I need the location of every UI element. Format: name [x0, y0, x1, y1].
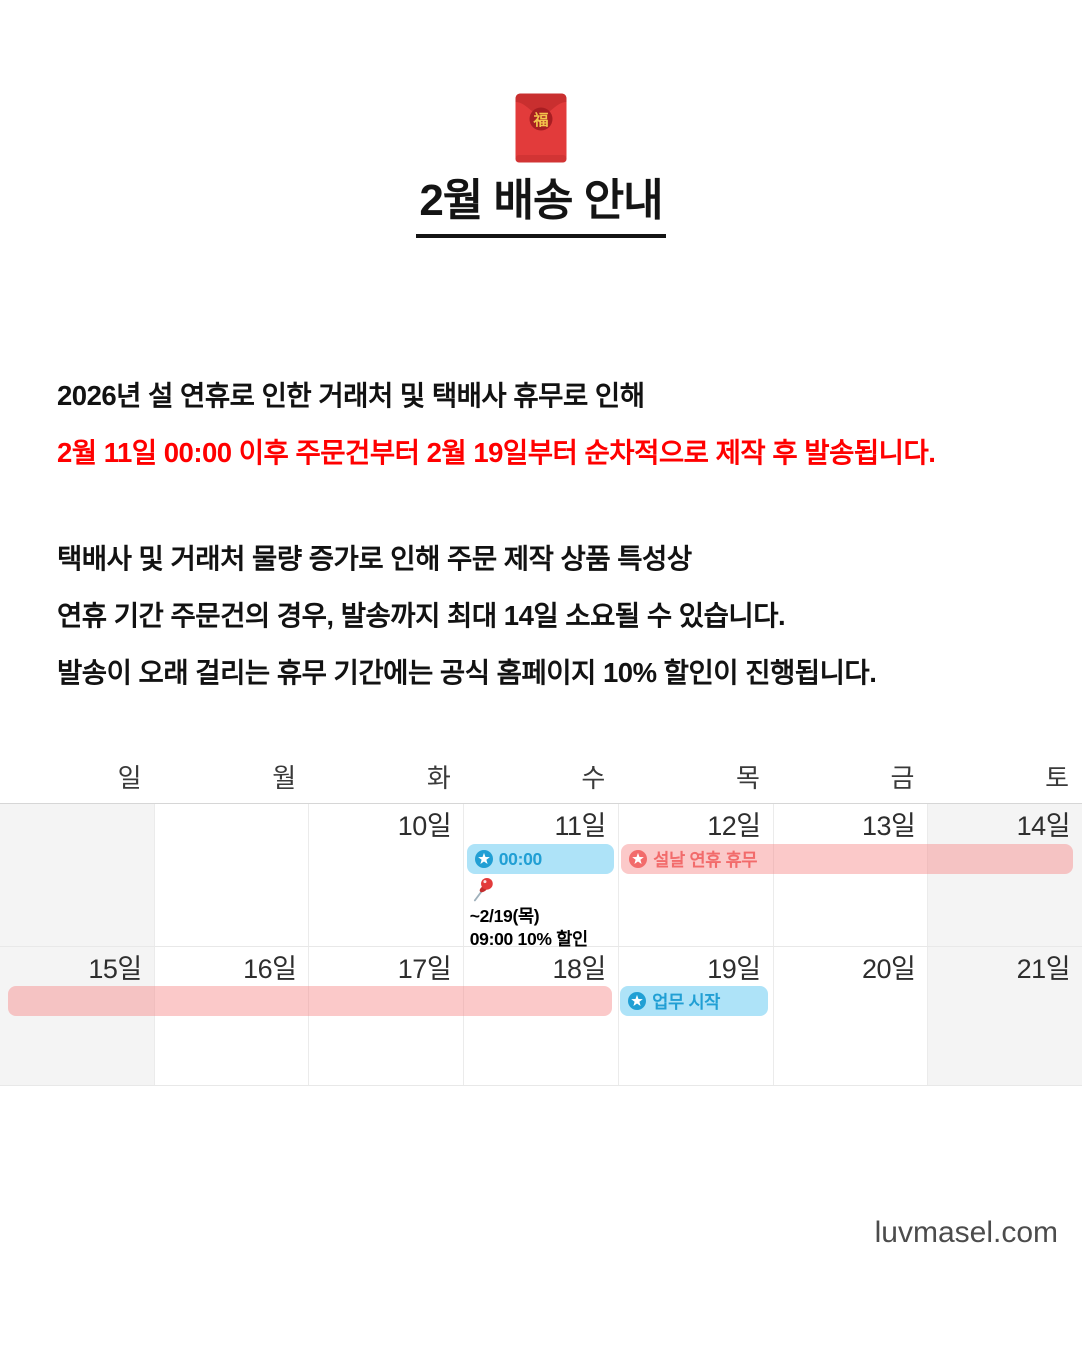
february-calendar: 일 월 화 수 목 금 토 10일 11일 12일 13일 14일	[0, 757, 1082, 1086]
day-cell-19: 19일	[617, 947, 773, 1085]
weekday-thu: 목	[735, 763, 760, 793]
event-holiday-band: 설날 연휴 휴무	[621, 844, 1073, 874]
circled-star-icon	[474, 850, 493, 868]
day-cell-17: 17일	[308, 947, 463, 1085]
red-envelope-icon: 福	[515, 93, 567, 168]
calendar-week-1: 10일 11일 12일 13일 14일 00:00	[0, 804, 1082, 950]
event-work-start-label: 업무 시작	[652, 991, 721, 1012]
event-work-start: 업무 시작	[620, 986, 768, 1016]
svg-text:福: 福	[532, 111, 548, 129]
day-cell-18: 18일	[463, 947, 618, 1085]
notice-paragraph-1: 2026년 설 연휴로 인한 거래처 및 택배사 휴무로 인해 2월 11일 0…	[57, 367, 1046, 481]
pin-note-line-1: ~2/19(목)	[469, 906, 540, 926]
day-cell-13: 13일	[772, 804, 928, 946]
day-number: 21일	[1016, 954, 1071, 984]
page-title: 2월 배송 안내	[416, 176, 666, 238]
day-number: 14일	[1016, 811, 1071, 841]
day-number: 12일	[707, 811, 761, 841]
day-number: 17일	[397, 954, 452, 984]
day-cell-16: 16일	[153, 947, 309, 1085]
notice-intro-line: 2026년 설 연휴로 인한 거래처 및 택배사 휴무로 인해	[57, 380, 645, 411]
website-url: luvmasel.com	[874, 1216, 1058, 1249]
event-holiday-label: 설날 연휴 휴무	[653, 849, 758, 870]
notice-detail-line: 연휴 기간 주문건의 경우, 발송까지 최대 14일 소요될 수 있습니다.	[57, 600, 786, 631]
pin-note-line-2: 09:00 10% 할인	[469, 928, 588, 949]
day-number: 20일	[861, 954, 916, 984]
calendar-week-2: 15일 16일 17일 18일 19일 20일 21일	[0, 947, 1082, 1086]
day-cell-21: 21일	[927, 947, 1082, 1085]
pinned-discount-note: ~2/19(목) 09:00 10% 할인	[470, 876, 588, 950]
day-cell-mon-empty	[153, 804, 309, 946]
day-number: 18일	[552, 954, 607, 984]
weekday-mon: 월	[272, 763, 297, 793]
pushpin-icon	[473, 877, 493, 902]
event-holiday-band-continued	[8, 986, 613, 1016]
day-cell-12: 12일	[617, 804, 773, 946]
day-cell-11: 11일	[463, 804, 618, 946]
day-number: 16일	[243, 954, 297, 984]
day-number: 19일	[707, 954, 761, 984]
weekday-wed: 수	[581, 763, 606, 793]
calendar-grid: 10일 11일 12일 13일 14일 00:00	[0, 803, 1082, 1086]
notice-highlight-line: 2월 11일 00:00 이후 주문건부터 2월 19일부터 순차적으로 제작 …	[57, 437, 936, 468]
day-number: 10일	[397, 811, 452, 841]
circled-star-icon	[628, 992, 647, 1010]
day-number: 11일	[554, 811, 607, 841]
notice-paragraph-2: 택배사 및 거래처 물량 증가로 인해 주문 제작 상품 특성상 연휴 기간 주…	[57, 530, 1046, 701]
day-cell-sun-empty	[0, 804, 154, 946]
notice-detail-line: 택배사 및 거래처 물량 증가로 인해 주문 제작 상품 특성상	[57, 543, 692, 574]
event-order-cutoff-label: 00:00	[498, 848, 543, 869]
weekday-sun: 일	[117, 763, 142, 793]
weekday-header-row: 일 월 화 수 목 금 토	[0, 757, 1082, 803]
day-number: 15일	[88, 954, 142, 984]
circled-star-icon	[629, 850, 648, 868]
day-cell-10: 10일	[308, 804, 463, 946]
event-order-cutoff: 00:00	[466, 844, 615, 874]
day-cell-14: 14일	[927, 804, 1082, 946]
weekday-sat: 토	[1045, 763, 1070, 793]
weekday-fri: 금	[890, 763, 915, 793]
day-cell-15: 15일	[0, 947, 154, 1085]
weekday-tue: 화	[426, 763, 451, 793]
notice-detail-line: 발송이 오래 걸리는 휴무 기간에는 공식 홈페이지 10% 할인이 진행됩니다…	[57, 657, 877, 688]
day-number: 13일	[861, 811, 916, 841]
day-cell-20: 20일	[772, 947, 928, 1085]
